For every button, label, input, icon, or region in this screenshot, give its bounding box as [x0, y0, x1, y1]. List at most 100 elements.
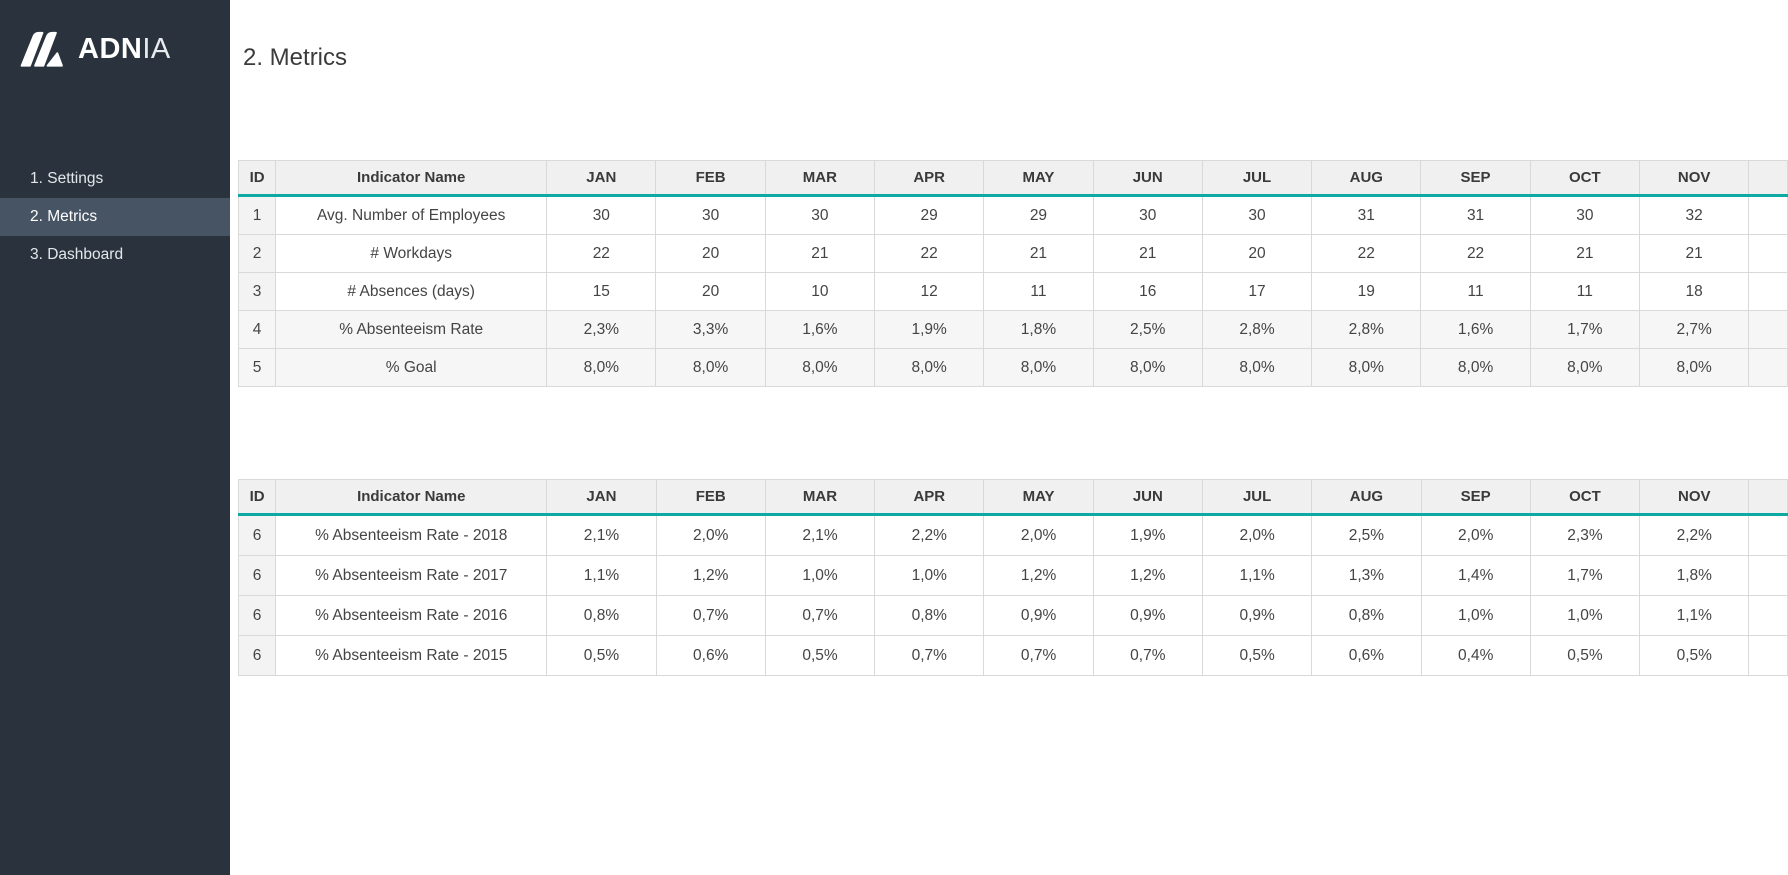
cell-value-sep[interactable]: 31: [1420, 195, 1531, 235]
cell-value-jul[interactable]: 17: [1201, 272, 1313, 311]
cell-value-jul[interactable]: 2,8%: [1201, 310, 1313, 349]
cell-value-may[interactable]: 21: [983, 234, 1094, 273]
cell-value-mar[interactable]: 0,7%: [764, 595, 876, 636]
cell-value-apr[interactable]: 22: [874, 234, 985, 273]
cell-id[interactable]: 6: [237, 555, 277, 596]
cell-value-sep[interactable]: 1,0%: [1420, 595, 1531, 636]
cell-value-oct[interactable]: 0,5%: [1529, 635, 1641, 676]
cell-value-mar[interactable]: 21: [764, 234, 876, 273]
cell-value-jul[interactable]: 2,0%: [1201, 514, 1313, 556]
cell-value-apr[interactable]: 29: [874, 195, 985, 235]
cell-value-apr[interactable]: 1,9%: [874, 310, 985, 349]
cell-value-nov[interactable]: 1,1%: [1639, 595, 1750, 636]
cell-value-apr[interactable]: 0,7%: [874, 635, 985, 676]
cell-value-may[interactable]: 8,0%: [983, 348, 1094, 387]
cell-value-sep[interactable]: 1,4%: [1420, 555, 1531, 596]
cell-value-nov[interactable]: 32: [1638, 195, 1750, 235]
cell-value-nov[interactable]: 8,0%: [1638, 348, 1750, 387]
cell-value-may[interactable]: 0,7%: [983, 635, 1094, 676]
cell-value-feb[interactable]: 3,3%: [655, 310, 766, 349]
cell-value-jun[interactable]: 16: [1092, 272, 1203, 311]
cell-value-aug[interactable]: 8,0%: [1311, 348, 1422, 387]
cell-value-nov[interactable]: 2,2%: [1639, 514, 1750, 556]
cell-value-nov[interactable]: 18: [1638, 272, 1750, 311]
cell-value-jul[interactable]: 0,5%: [1201, 635, 1313, 676]
cell-value-mar[interactable]: 30: [764, 195, 876, 235]
cell-id[interactable]: 5: [237, 348, 277, 387]
cell-value-sep[interactable]: 1,6%: [1420, 310, 1531, 349]
cell-indicator-name[interactable]: # Absences (days): [275, 272, 548, 311]
cell-value-mar[interactable]: 2,1%: [764, 514, 876, 556]
cell-value-mar[interactable]: 0,5%: [764, 635, 876, 676]
cell-indicator-name[interactable]: # Workdays: [275, 234, 548, 273]
cell-value-feb[interactable]: 8,0%: [655, 348, 766, 387]
cell-value-oct[interactable]: 8,0%: [1529, 348, 1640, 387]
cell-value-nov[interactable]: 1,8%: [1639, 555, 1750, 596]
cell-value-jan[interactable]: 2,1%: [546, 514, 657, 556]
cell-value-mar[interactable]: 10: [764, 272, 876, 311]
cell-value-apr[interactable]: 2,2%: [874, 514, 985, 556]
cell-value-jul[interactable]: 30: [1201, 195, 1313, 235]
cell-id[interactable]: 1: [237, 195, 277, 235]
cell-value-aug[interactable]: 2,5%: [1311, 514, 1422, 556]
cell-value-feb[interactable]: 1,2%: [655, 555, 766, 596]
cell-value-jan[interactable]: 8,0%: [546, 348, 657, 387]
cell-value-may[interactable]: 0,9%: [983, 595, 1094, 636]
cell-value-nov[interactable]: 2,7%: [1638, 310, 1750, 349]
cell-value-feb[interactable]: 0,7%: [655, 595, 766, 636]
cell-value-oct[interactable]: 1,0%: [1529, 595, 1641, 636]
cell-value-may[interactable]: 1,8%: [983, 310, 1094, 349]
cell-value-aug[interactable]: 0,8%: [1311, 595, 1422, 636]
cell-value-may[interactable]: 2,0%: [983, 514, 1094, 556]
cell-value-jan[interactable]: 0,5%: [546, 635, 657, 676]
cell-value-jun[interactable]: 1,2%: [1092, 555, 1203, 596]
cell-indicator-name[interactable]: Avg. Number of Employees: [275, 195, 548, 235]
cell-value-jun[interactable]: 21: [1092, 234, 1203, 273]
cell-value-jan[interactable]: 0,8%: [546, 595, 657, 636]
cell-value-aug[interactable]: 31: [1311, 195, 1422, 235]
cell-id[interactable]: 2: [237, 234, 277, 273]
cell-value-jul[interactable]: 20: [1201, 234, 1313, 273]
cell-value-aug[interactable]: 0,6%: [1311, 635, 1422, 676]
cell-value-jun[interactable]: 2,5%: [1092, 310, 1203, 349]
cell-value-mar[interactable]: 1,0%: [764, 555, 876, 596]
cell-value-mar[interactable]: 1,6%: [764, 310, 876, 349]
cell-indicator-name[interactable]: % Absenteeism Rate - 2015: [275, 635, 548, 676]
cell-value-sep[interactable]: 2,0%: [1420, 514, 1531, 556]
cell-value-may[interactable]: 29: [983, 195, 1094, 235]
cell-value-feb[interactable]: 30: [655, 195, 766, 235]
cell-value-jan[interactable]: 22: [546, 234, 657, 273]
cell-value-mar[interactable]: 8,0%: [764, 348, 876, 387]
cell-value-jan[interactable]: 2,3%: [546, 310, 657, 349]
cell-value-sep[interactable]: 11: [1420, 272, 1531, 311]
cell-id[interactable]: 6: [237, 514, 277, 556]
cell-value-aug[interactable]: 22: [1311, 234, 1422, 273]
cell-value-jun[interactable]: 30: [1092, 195, 1203, 235]
cell-indicator-name[interactable]: % Absenteeism Rate: [275, 310, 548, 349]
cell-value-may[interactable]: 11: [983, 272, 1094, 311]
cell-value-oct[interactable]: 21: [1529, 234, 1640, 273]
cell-value-sep[interactable]: 8,0%: [1420, 348, 1531, 387]
cell-value-apr[interactable]: 1,0%: [874, 555, 985, 596]
cell-value-oct[interactable]: 30: [1529, 195, 1640, 235]
cell-indicator-name[interactable]: % Absenteeism Rate - 2016: [275, 595, 548, 636]
cell-value-sep[interactable]: 22: [1420, 234, 1531, 273]
cell-value-apr[interactable]: 12: [874, 272, 985, 311]
cell-value-oct[interactable]: 2,3%: [1529, 514, 1641, 556]
sidebar-item-metrics[interactable]: 2. Metrics: [0, 198, 230, 236]
cell-value-jan[interactable]: 1,1%: [546, 555, 657, 596]
cell-value-oct[interactable]: 1,7%: [1529, 555, 1641, 596]
cell-id[interactable]: 6: [237, 635, 277, 676]
cell-value-jun[interactable]: 0,9%: [1092, 595, 1203, 636]
cell-value-feb[interactable]: 20: [655, 234, 766, 273]
sidebar-item-dashboard[interactable]: 3. Dashboard: [30, 246, 124, 263]
cell-value-apr[interactable]: 8,0%: [874, 348, 985, 387]
cell-value-jun[interactable]: 0,7%: [1092, 635, 1203, 676]
cell-id[interactable]: 6: [237, 595, 277, 636]
cell-value-feb[interactable]: 0,6%: [655, 635, 766, 676]
cell-value-jan[interactable]: 15: [546, 272, 657, 311]
cell-value-apr[interactable]: 0,8%: [874, 595, 985, 636]
sidebar-item-settings[interactable]: 1. Settings: [30, 170, 104, 187]
cell-value-jul[interactable]: 8,0%: [1201, 348, 1313, 387]
cell-value-jun[interactable]: 8,0%: [1092, 348, 1203, 387]
